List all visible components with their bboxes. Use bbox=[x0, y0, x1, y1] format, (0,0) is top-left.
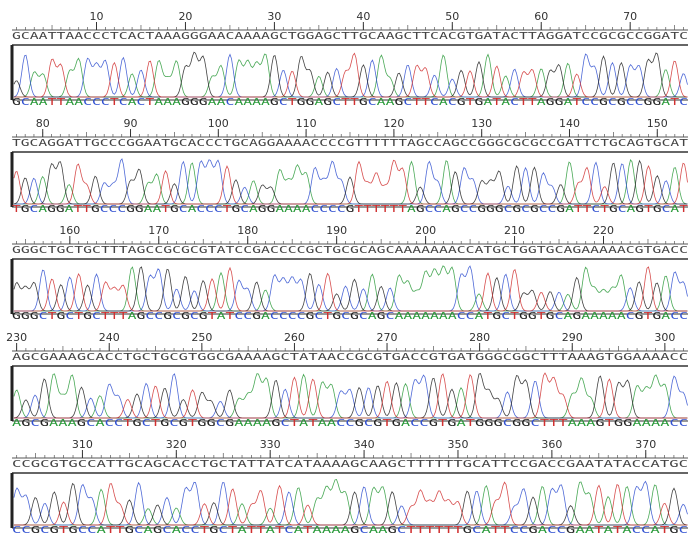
tick-label: 210 bbox=[504, 224, 525, 237]
trace bbox=[14, 374, 688, 418]
tick-label: 80 bbox=[36, 117, 50, 130]
tick-label: 260 bbox=[284, 331, 305, 344]
sequence: GCAATTAACCCTCACTAAAGGGAACAAAAGCTGGAGCTTG… bbox=[12, 31, 688, 42]
tick-label: 310 bbox=[72, 438, 93, 451]
trace bbox=[14, 374, 688, 419]
tick-label: 50 bbox=[445, 10, 459, 23]
tick-label: 90 bbox=[124, 117, 138, 130]
tick-label: 100 bbox=[208, 117, 229, 130]
trace bbox=[14, 480, 688, 526]
tick-label: 130 bbox=[471, 117, 492, 130]
tick-label: 250 bbox=[191, 331, 212, 344]
tick-label: 370 bbox=[635, 438, 656, 451]
trace bbox=[14, 159, 688, 204]
tick-label: 150 bbox=[647, 117, 668, 130]
tick-label: 20 bbox=[178, 10, 192, 23]
trace bbox=[14, 481, 688, 525]
tick-label: 40 bbox=[356, 10, 370, 23]
tick-label: 360 bbox=[541, 438, 562, 451]
tick-label: 30 bbox=[267, 10, 281, 23]
trace bbox=[14, 54, 688, 97]
sequence: CCGCGTGCCATTGCAGCACCTGCTATTATCATAAAAGCAA… bbox=[12, 459, 688, 470]
sequence: TGCAGGATTGCCCGGAATGCACCCTGCAGGAAAACCCCGT… bbox=[12, 138, 688, 149]
tick-label: 220 bbox=[593, 224, 614, 237]
trace bbox=[14, 52, 688, 97]
trace bbox=[14, 267, 688, 311]
tick-label: 240 bbox=[99, 331, 120, 344]
tick-label: 60 bbox=[534, 10, 548, 23]
trace bbox=[14, 54, 688, 97]
tick-label: 200 bbox=[415, 224, 436, 237]
tick-label: 70 bbox=[623, 10, 637, 23]
tick-label: 330 bbox=[260, 438, 281, 451]
tick-label: 290 bbox=[562, 331, 583, 344]
tick-label: 10 bbox=[90, 10, 104, 23]
tick-label: 160 bbox=[59, 224, 80, 237]
chromatogram: 10 20 30 40 50 60 70 GCAATTAACCCTCACTAAAGGGAACA… bbox=[0, 0, 689, 545]
trace bbox=[14, 267, 688, 311]
trace bbox=[14, 266, 688, 311]
trace bbox=[14, 161, 688, 204]
tick-label: 300 bbox=[654, 331, 675, 344]
tick-label: 180 bbox=[237, 224, 258, 237]
tick-label: 110 bbox=[296, 117, 317, 130]
sequence: AGCGAAAGCACCTGCTGCGTGGCGAAAAGCTATAACCGCG… bbox=[12, 352, 688, 363]
tick-label: 320 bbox=[166, 438, 187, 451]
trace bbox=[14, 53, 688, 97]
tick-label: 340 bbox=[354, 438, 375, 451]
tick-label: 280 bbox=[469, 331, 490, 344]
trace bbox=[14, 374, 688, 418]
tick-label: 270 bbox=[377, 331, 398, 344]
tick-label: 230 bbox=[6, 331, 27, 344]
trace bbox=[14, 484, 688, 525]
trace bbox=[14, 482, 688, 525]
tick-label: 350 bbox=[447, 438, 468, 451]
tick-label: 190 bbox=[326, 224, 347, 237]
tick-label: 140 bbox=[559, 117, 580, 130]
sequence: GGGCTGCTGCTTTAGCCGCGCGTATCCGACCCCGCTGCGC… bbox=[12, 245, 688, 256]
trace bbox=[14, 266, 688, 311]
tick-label: 170 bbox=[148, 224, 169, 237]
tick-label: 120 bbox=[383, 117, 404, 130]
